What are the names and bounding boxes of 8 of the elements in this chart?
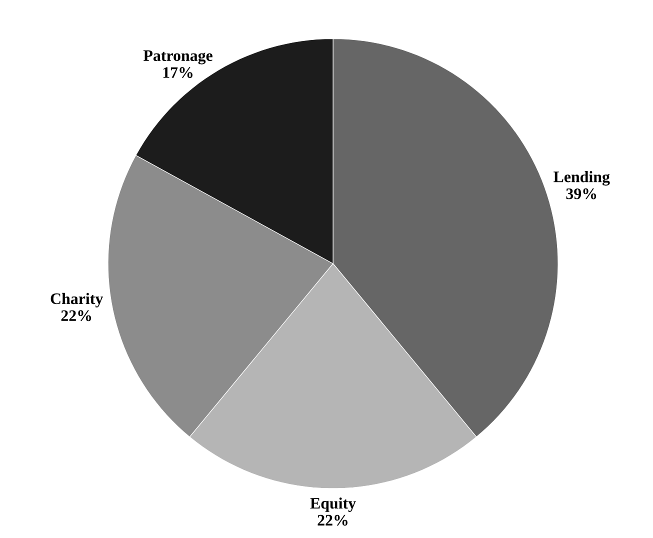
slice-label: Charity bbox=[50, 292, 104, 308]
slice-label: Equity bbox=[310, 497, 356, 512]
slice-label: Lending bbox=[554, 171, 610, 186]
data-label: 17% bbox=[163, 67, 192, 78]
data-label: 22% bbox=[61, 310, 92, 322]
slice-label: Patronage bbox=[143, 50, 212, 64]
data-label: 39% bbox=[566, 188, 596, 200]
data-label: 22% bbox=[318, 514, 348, 526]
